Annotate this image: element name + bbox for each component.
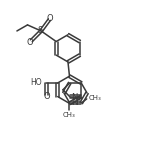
Text: H: H — [74, 96, 79, 102]
Text: N: N — [71, 98, 78, 107]
Text: S: S — [37, 26, 43, 35]
Text: CH₃: CH₃ — [63, 112, 76, 118]
Text: HO: HO — [30, 78, 42, 87]
Text: CH₃: CH₃ — [89, 95, 102, 101]
Text: O: O — [43, 92, 50, 100]
Text: O: O — [26, 38, 33, 47]
Text: N: N — [71, 93, 78, 102]
Text: O: O — [47, 14, 54, 23]
